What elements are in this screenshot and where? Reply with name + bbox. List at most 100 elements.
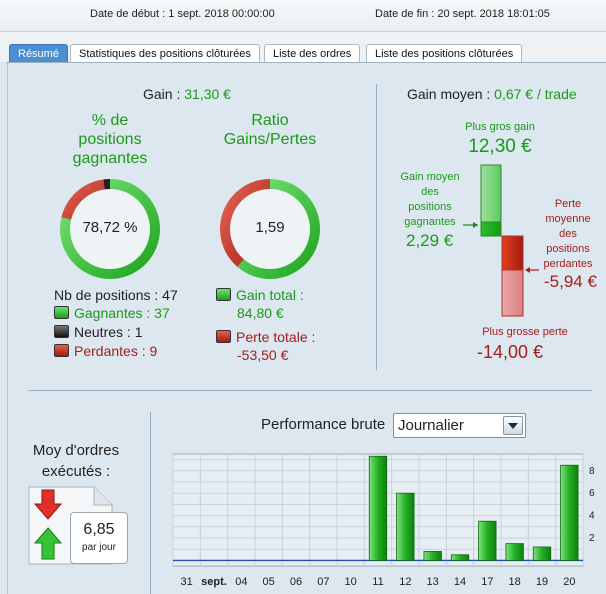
chart-bar bbox=[478, 520, 497, 561]
legend-gagnantes-label: Gagnantes : 37 bbox=[74, 305, 170, 321]
label-line: positions bbox=[408, 201, 452, 213]
moy-ordres-title: Moy d'ordres exécutés : bbox=[20, 440, 132, 482]
x-tick-label: 11 bbox=[372, 576, 383, 588]
plus-grosse-perte-label: Plus grosse perte bbox=[482, 326, 568, 338]
x-tick-label: 04 bbox=[235, 576, 247, 588]
gain-moyen-arrow-head-icon bbox=[473, 222, 478, 228]
x-tick-label: sept. bbox=[201, 576, 227, 588]
legend-perdantes-label: Perdantes : 9 bbox=[74, 343, 158, 359]
green-swatch-icon bbox=[216, 288, 231, 301]
ratio-title: Ratio Gains/Pertes bbox=[210, 111, 330, 149]
tab-liste-ordres[interactable]: Liste des ordres bbox=[264, 44, 361, 63]
pct-positions-value: 78,72 % bbox=[82, 219, 138, 236]
gain-label: Gain : bbox=[143, 86, 185, 102]
period-select[interactable]: Journalier bbox=[393, 413, 526, 438]
moy-title-line: exécutés : bbox=[41, 463, 111, 480]
tab-resume[interactable]: Résumé bbox=[9, 44, 68, 63]
gain-moyen-gagnantes-value: 2,29 € bbox=[406, 231, 454, 250]
green-swatch-icon bbox=[54, 306, 69, 319]
black-swatch-icon bbox=[54, 325, 69, 338]
y-tick-label: 2 bbox=[589, 533, 595, 544]
x-tick-label: 31 bbox=[181, 576, 193, 588]
perte-moyenne-label: Perte moyenne des positions perdantes bbox=[538, 197, 598, 272]
date-start: Date de début : 1 sept. 2018 00:00:00 bbox=[90, 8, 275, 20]
perte-moyenne-value: -5,94 € bbox=[544, 272, 597, 291]
gain-total-label: Gain total : bbox=[236, 287, 304, 303]
date-bar: Date de début : 1 sept. 2018 00:00:00 Da… bbox=[0, 0, 606, 32]
perte-moyenne-arrow-head-icon bbox=[525, 267, 530, 273]
orders-per-day-unit: par jour bbox=[82, 542, 116, 553]
label-line: moyenne bbox=[545, 213, 591, 225]
ratio-title-line: Ratio bbox=[251, 112, 289, 129]
tab-divider bbox=[6, 62, 606, 63]
gain-range-diagram bbox=[463, 164, 539, 317]
chart-bar bbox=[368, 455, 388, 561]
plus-gros-gain-value: 12,30 € bbox=[468, 136, 532, 157]
red-swatch-icon bbox=[216, 330, 231, 343]
label-line: des bbox=[421, 186, 439, 198]
gain-moyen-label: Gain moyen : bbox=[407, 86, 495, 102]
sell-arrow-icon bbox=[33, 489, 63, 520]
legend-gagnantes: Gagnantes : 37 bbox=[54, 305, 170, 321]
gain-moyen-bar bbox=[480, 221, 502, 237]
tab-liste-positions-cloturees[interactable]: Liste des positions clôturées bbox=[366, 44, 523, 63]
plus-gros-gain-label: Plus gros gain bbox=[465, 121, 535, 133]
x-tick-label: 20 bbox=[563, 576, 575, 588]
perte-moyenne-bar bbox=[501, 235, 524, 271]
performance-chart: 2 4 6 8 31 sept. 04 05 06 07 10 11 12 13 14 17 18 19 20 bbox=[172, 453, 595, 588]
ratio-value: 1,59 bbox=[255, 219, 285, 236]
ratio-title-line: Gains/Pertes bbox=[223, 131, 317, 148]
x-tick-label: 18 bbox=[509, 576, 521, 588]
label-line: des bbox=[559, 228, 577, 240]
performance-label: Performance brute bbox=[261, 416, 386, 433]
x-tick-label: 07 bbox=[317, 576, 329, 588]
x-tick-label: 19 bbox=[536, 576, 548, 588]
horizontal-divider bbox=[28, 390, 592, 391]
gain-moyen-value: 0,67 € / trade bbox=[494, 86, 577, 102]
nb-positions: Nb de positions : 47 bbox=[54, 287, 178, 303]
y-tick-label: 6 bbox=[589, 488, 595, 499]
perte-totale-label: Perte totale : bbox=[236, 329, 316, 345]
gain-total-value: 84,80 € bbox=[237, 305, 284, 321]
period-select-value: Journalier bbox=[398, 417, 464, 434]
pct-title-line: % de bbox=[91, 112, 129, 129]
chart-bar bbox=[505, 543, 524, 561]
orders-per-day-box: 6,85 par jour bbox=[70, 512, 128, 564]
x-tick-label: 05 bbox=[263, 576, 275, 588]
ratio-donut bbox=[220, 179, 320, 279]
x-tick-label: 10 bbox=[345, 576, 357, 588]
pct-title-line: positions bbox=[78, 131, 142, 148]
label-line: gagnantes bbox=[404, 216, 456, 228]
legend-neutres-label: Neutres : 1 bbox=[74, 324, 143, 340]
tab-statistiques-positions[interactable]: Statistiques des positions clôturées bbox=[70, 44, 260, 63]
x-tick-label: 13 bbox=[427, 576, 439, 588]
gain-value: 31,30 € bbox=[184, 86, 231, 102]
chart-bar bbox=[423, 551, 442, 561]
label-line: perdantes bbox=[543, 258, 593, 270]
y-tick-label: 8 bbox=[589, 466, 595, 477]
gain-moyen-summary: Gain moyen : 0,67 € / trade bbox=[407, 86, 577, 102]
label-line: positions bbox=[546, 243, 590, 255]
pct-title-line: gagnantes bbox=[72, 150, 148, 167]
moy-title-line: Moy d'ordres bbox=[32, 442, 120, 459]
chart-bar bbox=[396, 492, 415, 561]
vertical-divider bbox=[376, 84, 377, 370]
dropdown-button[interactable] bbox=[503, 416, 523, 435]
label-line: Gain moyen bbox=[400, 171, 460, 183]
red-swatch-icon bbox=[54, 344, 69, 357]
date-end: Date de fin : 20 sept. 2018 18:01:05 bbox=[375, 8, 550, 20]
label-line: Perte bbox=[554, 198, 582, 210]
legend-neutres: Neutres : 1 bbox=[54, 324, 142, 340]
x-tick-label: 17 bbox=[481, 576, 493, 588]
chevron-down-icon bbox=[508, 423, 518, 429]
perte-totale-value: -53,50 € bbox=[237, 347, 289, 363]
y-tick-label: 4 bbox=[589, 511, 595, 522]
gain-summary: Gain : 31,30 € bbox=[143, 86, 231, 102]
legend-gain-total: Gain total : bbox=[216, 287, 304, 303]
chart-bar bbox=[532, 546, 552, 561]
plus-grosse-perte-value: -14,00 € bbox=[476, 342, 544, 362]
x-tick-label: 06 bbox=[290, 576, 302, 588]
legend-perte-totale: Perte totale : bbox=[216, 329, 315, 345]
x-tick-label: 14 bbox=[454, 576, 466, 588]
chart-bar bbox=[560, 464, 579, 561]
